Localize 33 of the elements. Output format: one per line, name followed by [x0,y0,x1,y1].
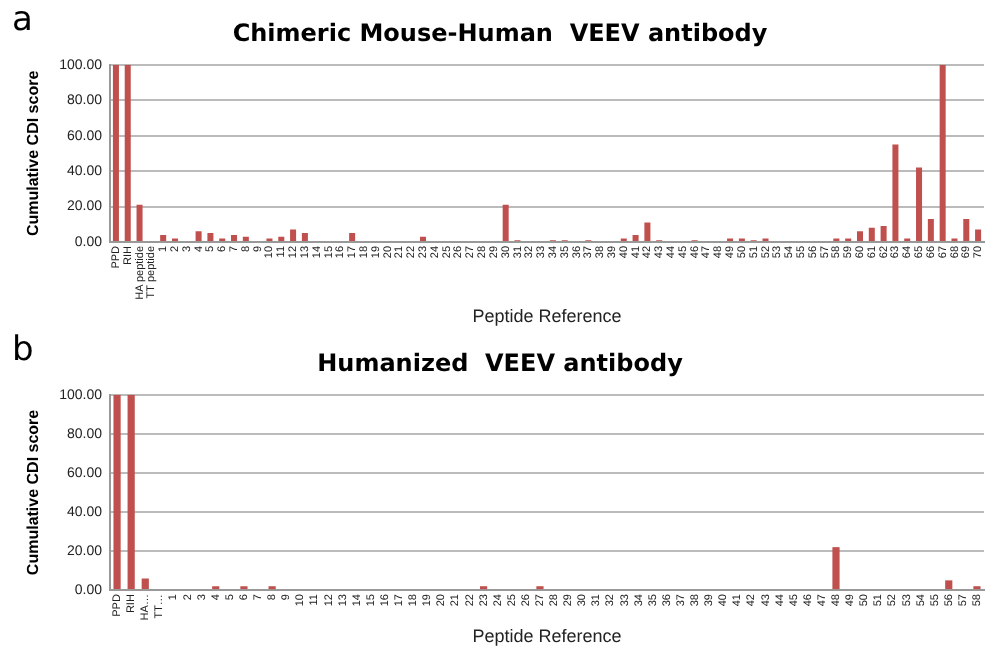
bar [290,229,297,241]
bar [127,394,135,590]
bar [160,234,167,241]
bar [231,234,238,241]
bar [916,167,923,241]
chart-title: Chimeric Mouse-Human VEEV antibody [232,18,768,47]
bar [301,233,308,241]
bar [141,578,149,590]
text: b [12,330,34,370]
bar [963,218,970,241]
bar [136,204,143,241]
bar [124,64,131,241]
bar [927,218,934,241]
text: a [12,0,33,40]
bar [880,226,887,241]
y-axis-title: Cumulative CDI score [24,69,43,237]
bar [975,229,982,241]
bar [939,64,946,241]
bar [207,233,214,241]
bar [856,231,863,241]
x-axis-title: Peptide Reference [472,626,622,647]
bar [349,233,356,241]
bar [945,580,953,590]
bar [502,204,509,241]
bar [892,144,899,241]
x-axis-title: Peptide Reference [472,306,622,327]
y-axis-title: Cumulative CDI score [24,408,43,576]
bar [195,231,202,241]
bar [832,547,840,590]
chart-title: Humanized VEEV antibody [317,348,684,377]
bar [868,227,875,241]
bar [632,234,639,241]
bar [644,222,651,241]
